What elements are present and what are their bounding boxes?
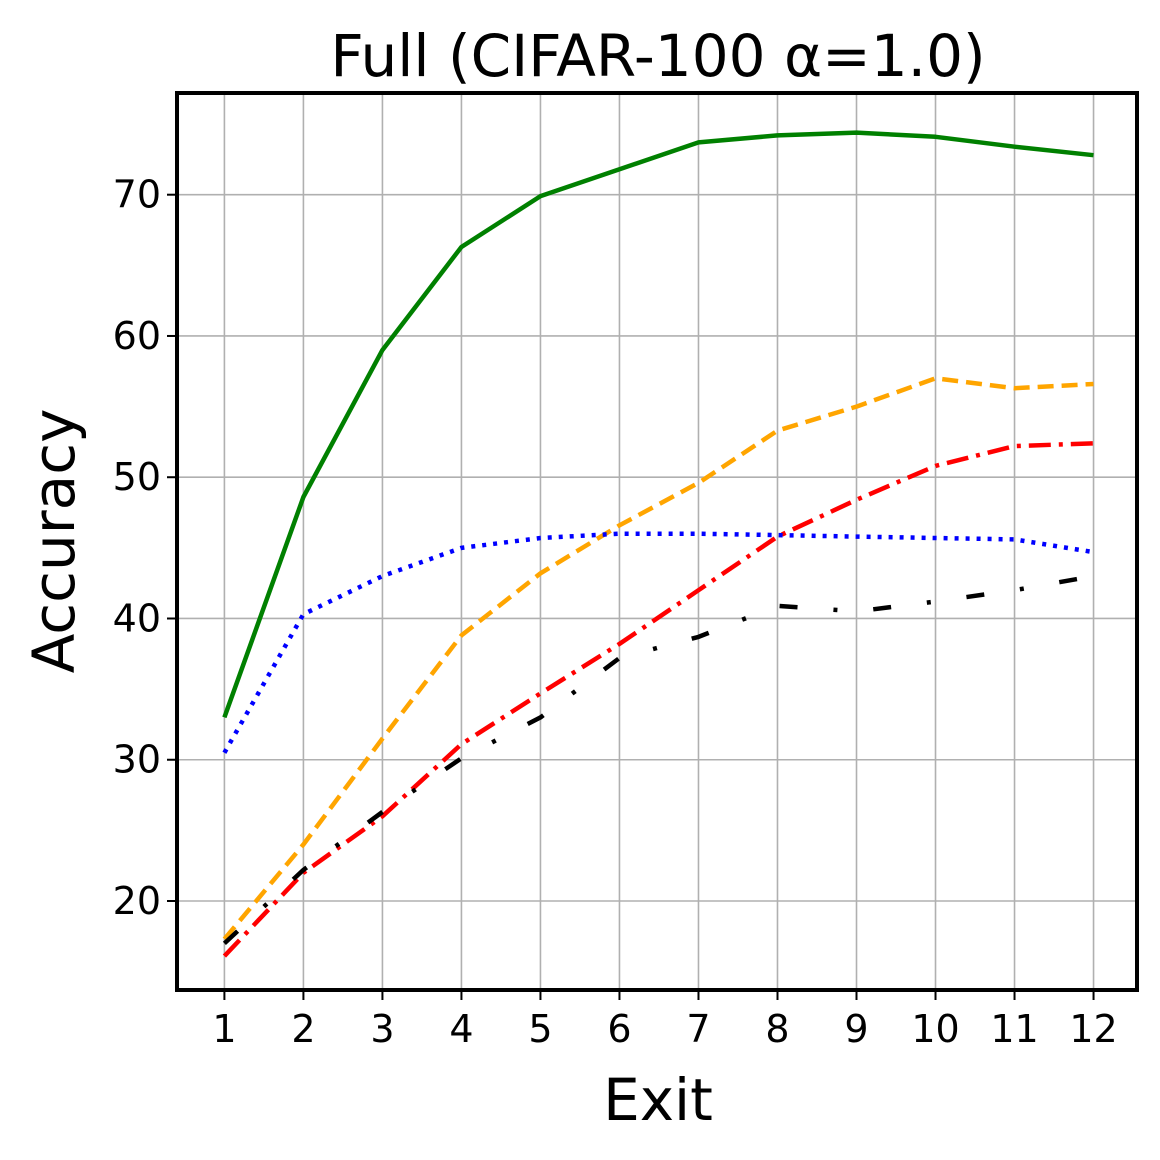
x-tick-label: 9: [844, 1007, 868, 1051]
series-line-4: [222, 531, 1094, 754]
x-tick-label: 7: [686, 1007, 710, 1051]
chart-title: Full (CIFAR-100 α=1.0): [330, 22, 985, 90]
series-line-5: [222, 573, 1094, 946]
x-tick-label: 12: [1069, 1007, 1117, 1051]
y-axis-title: Accuracy: [20, 409, 88, 674]
x-tick-label: 1: [212, 1007, 236, 1051]
x-tick-label: 8: [765, 1007, 789, 1051]
plot-frame: [175, 91, 1139, 992]
x-axis: 1 2 3 4 5 6 7 8 9 10 11 12: [212, 990, 1118, 1051]
y-tick-label: 40: [113, 596, 161, 640]
y-tick-label: 60: [113, 314, 161, 358]
y-tick-label: 20: [113, 879, 161, 923]
y-tick-label: 50: [113, 455, 161, 499]
series-line-1: [222, 130, 1094, 719]
x-tick-label: 3: [370, 1007, 394, 1051]
x-tick-label: 6: [607, 1007, 631, 1051]
x-tick-label: 10: [911, 1007, 959, 1051]
x-tick-label: 5: [528, 1007, 552, 1051]
series-line-3: [222, 441, 1094, 958]
y-axis: 20 30 40 50 60 70: [113, 173, 177, 923]
x-tick-label: 4: [449, 1007, 473, 1051]
y-tick-label: 30: [113, 738, 161, 782]
series-line-2: [222, 376, 1094, 941]
x-axis-title: Exit: [603, 1066, 713, 1134]
x-tick-label: 2: [291, 1007, 315, 1051]
y-tick-label: 70: [113, 173, 161, 217]
series-layer: [222, 130, 1094, 958]
x-tick-label: 11: [990, 1007, 1038, 1051]
grid: [177, 93, 1137, 990]
